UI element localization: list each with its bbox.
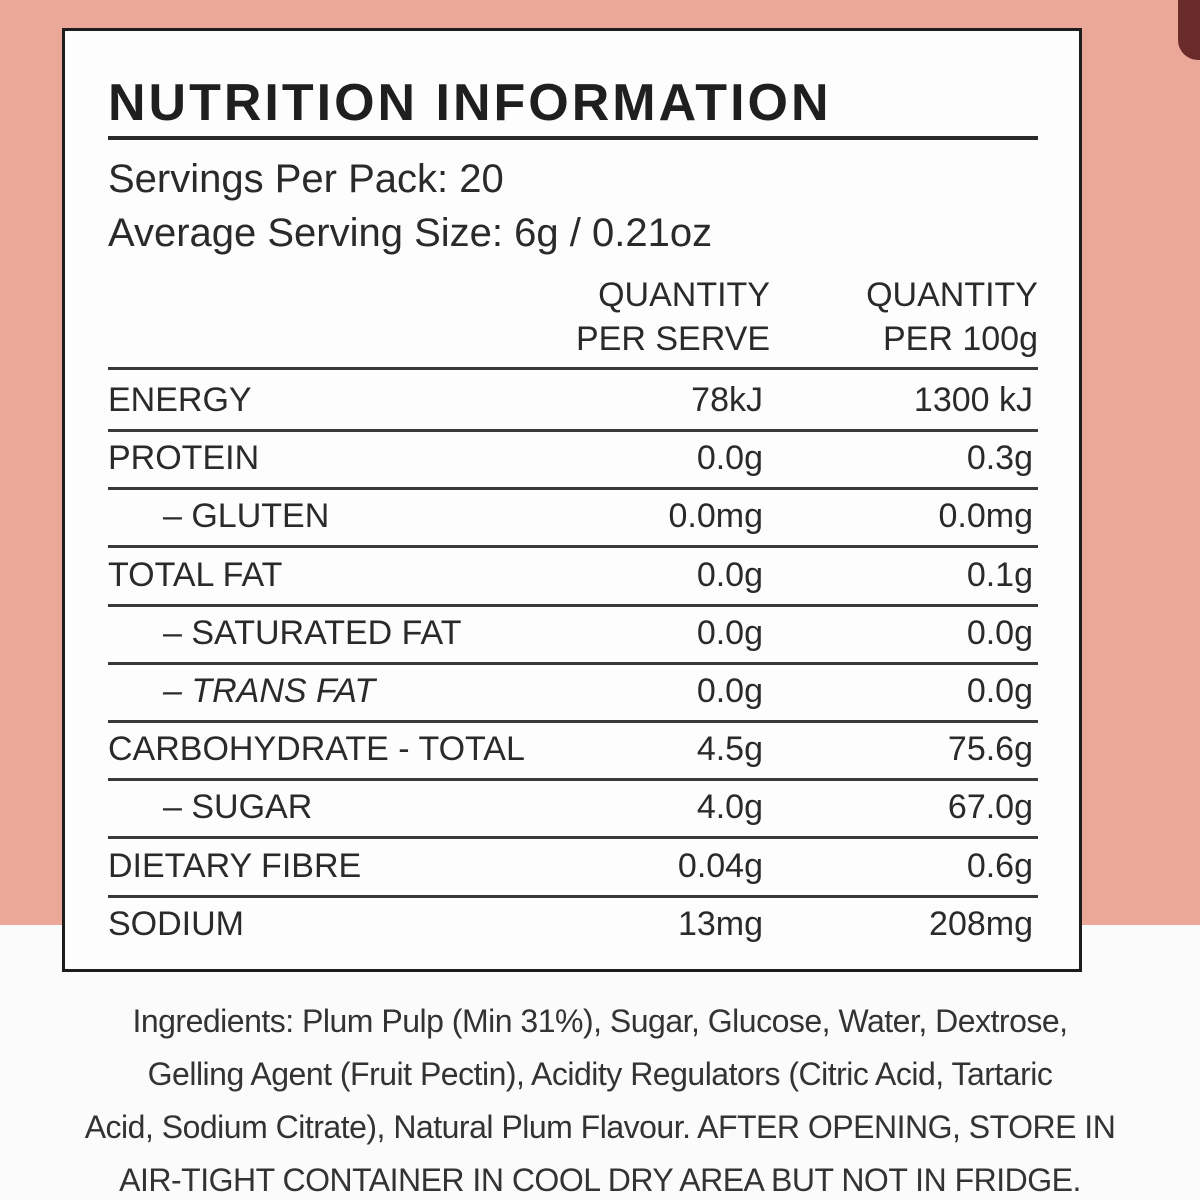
nutrient-value: 78kJ [691,381,763,419]
nutrient-value: 0.0g [696,613,763,652]
nutrient-label: – GLUTEN [163,497,330,536]
title: NUTRITION INFORMATION [108,74,832,132]
nutrient-value: 0.04g [677,846,763,885]
nutrient-value: 208mg [929,904,1033,943]
row-rule [108,603,1038,607]
title-rule [108,136,1038,140]
nutrient-value: 0.0g [696,439,763,478]
row-rule [108,661,1038,665]
nutrition-panel: NUTRITION INFORMATION Servings Per Pack:… [62,28,1082,972]
nutrient-label: SODIUM [108,904,244,943]
nutrient-label: ENERGY [108,381,252,419]
nutrient-value: 0.0mg [668,497,764,536]
column-header: PER SERVE [575,320,770,358]
column-header: PER 100g [883,320,1038,358]
row-rule [108,894,1038,898]
nutrient-label: TOTAL FAT [108,555,283,594]
nutrient-value: 13mg [677,904,763,943]
column-header: QUANTITY [866,276,1038,314]
serving-size: Average Serving Size: 6g / 0.21oz [108,211,713,255]
row-rule [108,720,1038,723]
nutrient-value: 75.6g [947,730,1033,769]
nutrient-value: 0.0g [696,555,763,594]
ingredients-line: Ingredients: Plum Pulp (Min 31%), Sugar,… [132,1003,1068,1039]
nutrient-value: 0.3g [966,439,1033,478]
row-rule [108,778,1038,782]
servings-per-pack: Servings Per Pack: 20 [108,157,504,201]
nutrient-label: – SATURATED FAT [163,613,462,652]
nutrient-value: 4.5g [696,730,763,769]
column-header: QUANTITY [598,276,770,314]
nutrient-value: 0.0mg [938,497,1034,536]
background-corner [1178,0,1200,60]
ingredients-line: Acid, Sodium Citrate), Natural Plum Flav… [84,1109,1116,1145]
row-rule [108,429,1038,432]
ingredients-line: Gelling Agent (Fruit Pectin), Acidity Re… [147,1056,1053,1092]
nutrient-value: 4.0g [696,788,763,827]
nutrient-label: PROTEIN [108,439,260,478]
nutrient-value: 0.0g [966,613,1033,652]
row-rule [108,545,1038,549]
ingredients-line: AIR-TIGHT CONTAINER IN COOL DRY AREA BUT… [119,1162,1081,1198]
nutrient-value: 67.0g [947,788,1033,827]
nutrient-label: DIETARY FIBRE [108,846,362,885]
nutrient-label: CARBOHYDRATE - TOTAL [108,730,525,769]
nutrient-value: 0.1g [966,555,1033,594]
nutrient-label: – TRANS FAT [163,672,376,710]
header-rule [108,367,1038,370]
nutrient-value: 0.0g [966,672,1033,710]
row-rule [108,836,1038,840]
nutrient-label: – SUGAR [163,788,313,827]
nutrient-value: 1300 kJ [913,381,1033,419]
row-rule [108,487,1038,491]
nutrient-value: 0.6g [966,846,1033,885]
nutrient-value: 0.0g [696,672,763,710]
